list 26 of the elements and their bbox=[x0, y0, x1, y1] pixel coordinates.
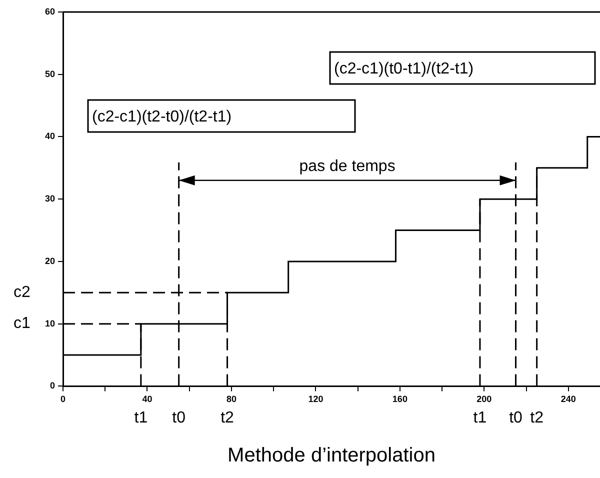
y-tick-label: 40 bbox=[44, 131, 56, 142]
ref-line-label: c1 bbox=[14, 315, 31, 332]
ref-line-label: t0 bbox=[172, 410, 186, 427]
y-tick-label: 0 bbox=[50, 380, 56, 391]
ref-line-label: t0 bbox=[509, 410, 523, 427]
x-tick-label: 40 bbox=[142, 394, 152, 404]
x-tick-label: 160 bbox=[392, 394, 408, 404]
ref-line-label: c2 bbox=[14, 284, 31, 302]
y-tick-label: 50 bbox=[44, 68, 56, 79]
x-tick-label: 240 bbox=[560, 394, 576, 404]
x-tick-label: 80 bbox=[226, 394, 236, 404]
ref-line-label: t1 bbox=[134, 410, 148, 427]
annotation: pas de temps bbox=[299, 158, 396, 175]
y-tick-label: 60 bbox=[44, 6, 56, 16]
y-tick-label: 10 bbox=[44, 318, 56, 328]
x-tick-label: 200 bbox=[476, 394, 492, 404]
annotation: (c2-c1)(t2-t0)/(t2-t1) bbox=[92, 108, 232, 126]
annotation: (c2-c1)(t0-t1)/(t2-t1) bbox=[334, 60, 474, 78]
x-tick-label: 120 bbox=[308, 394, 324, 404]
y-tick-label: 30 bbox=[44, 194, 56, 204]
ref-line-label: t2 bbox=[530, 410, 544, 427]
y-tick-label: 20 bbox=[44, 256, 56, 266]
ref-line-label: t2 bbox=[220, 410, 234, 427]
x-tick-label: 0 bbox=[60, 394, 66, 404]
ref-line-label: t1 bbox=[473, 410, 487, 427]
x-axis-title: Methode d’interpolation bbox=[228, 444, 436, 467]
